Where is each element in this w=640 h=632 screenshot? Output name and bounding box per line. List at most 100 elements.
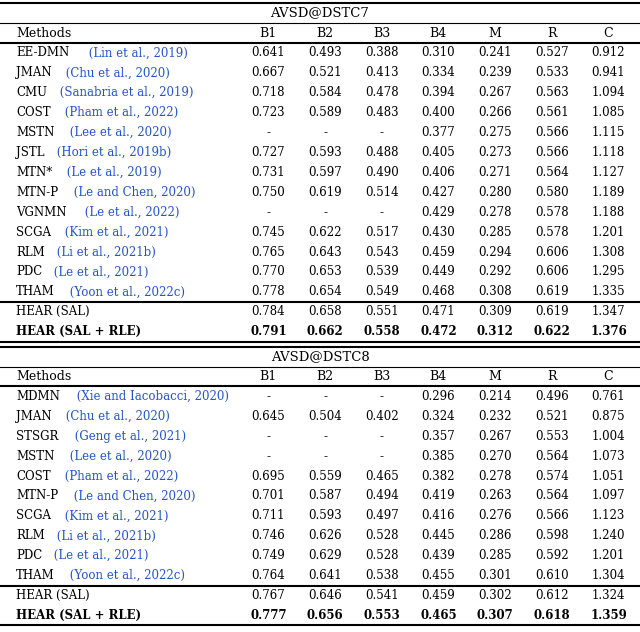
Text: 0.587: 0.587	[308, 489, 342, 502]
Text: 1.347: 1.347	[591, 305, 625, 319]
Text: 0.723: 0.723	[252, 106, 285, 119]
Text: 0.745: 0.745	[252, 226, 285, 239]
Text: 0.580: 0.580	[535, 186, 568, 199]
Text: 1.118: 1.118	[592, 146, 625, 159]
Text: Methods: Methods	[16, 27, 71, 40]
Text: SCGA: SCGA	[16, 509, 51, 523]
Text: (Yoon et al., 2022c): (Yoon et al., 2022c)	[66, 569, 185, 582]
Text: JMAN: JMAN	[16, 410, 52, 423]
Text: 0.483: 0.483	[365, 106, 399, 119]
Text: 0.662: 0.662	[307, 325, 344, 338]
Text: B2: B2	[316, 27, 333, 40]
Text: C: C	[604, 27, 613, 40]
Text: 0.606: 0.606	[535, 245, 569, 258]
Text: 0.324: 0.324	[422, 410, 455, 423]
Text: 0.539: 0.539	[365, 265, 399, 279]
Text: 0.653: 0.653	[308, 265, 342, 279]
Text: (Kim et al., 2021): (Kim et al., 2021)	[61, 226, 169, 239]
Text: MSTN: MSTN	[16, 449, 54, 463]
Text: -: -	[266, 126, 270, 139]
Text: B1: B1	[260, 27, 277, 40]
Text: (Le et al., 2021): (Le et al., 2021)	[50, 265, 148, 279]
Text: 1.115: 1.115	[592, 126, 625, 139]
Text: (Sanabria et al., 2019): (Sanabria et al., 2019)	[56, 86, 193, 99]
Text: 0.465: 0.465	[420, 609, 457, 622]
Text: 0.267: 0.267	[478, 430, 512, 443]
Text: 0.488: 0.488	[365, 146, 399, 159]
Text: C: C	[604, 370, 613, 383]
Text: (Pham et al., 2022): (Pham et al., 2022)	[61, 470, 178, 483]
Text: 1.085: 1.085	[592, 106, 625, 119]
Text: 1.201: 1.201	[592, 549, 625, 562]
Text: -: -	[323, 205, 327, 219]
Text: 0.718: 0.718	[252, 86, 285, 99]
Text: (Pham et al., 2022): (Pham et al., 2022)	[61, 106, 178, 119]
Text: 0.541: 0.541	[365, 589, 399, 602]
Text: (Lin et al., 2019): (Lin et al., 2019)	[84, 46, 188, 59]
Text: -: -	[266, 205, 270, 219]
Text: 0.561: 0.561	[535, 106, 568, 119]
Text: 0.309: 0.309	[478, 305, 512, 319]
Text: 0.310: 0.310	[422, 46, 455, 59]
Text: 1.127: 1.127	[592, 166, 625, 179]
Text: -: -	[266, 430, 270, 443]
Text: -: -	[380, 449, 384, 463]
Text: MTN-P: MTN-P	[16, 186, 58, 199]
Text: 1.324: 1.324	[592, 589, 625, 602]
Text: -: -	[380, 126, 384, 139]
Text: 1.295: 1.295	[592, 265, 625, 279]
Text: -: -	[323, 126, 327, 139]
Text: 1.073: 1.073	[591, 449, 625, 463]
Text: 0.764: 0.764	[252, 569, 285, 582]
Text: 0.388: 0.388	[365, 46, 399, 59]
Text: M: M	[489, 370, 502, 383]
Text: MDMN: MDMN	[16, 390, 60, 403]
Text: (Yoon et al., 2022c): (Yoon et al., 2022c)	[66, 285, 185, 298]
Text: 0.494: 0.494	[365, 489, 399, 502]
Text: 0.619: 0.619	[308, 186, 342, 199]
Text: HEAR (SAL): HEAR (SAL)	[16, 305, 90, 319]
Text: (Geng et al., 2021): (Geng et al., 2021)	[70, 430, 186, 443]
Text: 0.551: 0.551	[365, 305, 399, 319]
Text: 0.465: 0.465	[365, 470, 399, 483]
Text: 1.359: 1.359	[590, 609, 627, 622]
Text: 0.578: 0.578	[535, 205, 568, 219]
Text: 0.455: 0.455	[422, 569, 455, 582]
Text: (Le et al., 2022): (Le et al., 2022)	[81, 205, 180, 219]
Text: 0.597: 0.597	[308, 166, 342, 179]
Text: 1.201: 1.201	[592, 226, 625, 239]
Text: 0.566: 0.566	[535, 146, 569, 159]
Text: 0.533: 0.533	[535, 66, 569, 80]
Text: 0.493: 0.493	[308, 46, 342, 59]
Text: RLM: RLM	[16, 245, 45, 258]
Text: 0.566: 0.566	[535, 126, 569, 139]
Text: 0.767: 0.767	[252, 589, 285, 602]
Text: Methods: Methods	[16, 370, 71, 383]
Text: 0.574: 0.574	[535, 470, 569, 483]
Text: 0.496: 0.496	[535, 390, 569, 403]
Text: 0.912: 0.912	[592, 46, 625, 59]
Text: 0.405: 0.405	[422, 146, 455, 159]
Text: 0.472: 0.472	[420, 325, 457, 338]
Text: 1.189: 1.189	[592, 186, 625, 199]
Text: (Hori et al., 2019b): (Hori et al., 2019b)	[52, 146, 171, 159]
Text: 0.439: 0.439	[422, 549, 455, 562]
Text: 0.301: 0.301	[478, 569, 512, 582]
Text: 0.430: 0.430	[422, 226, 455, 239]
Text: (Chu et al., 2020): (Chu et al., 2020)	[62, 410, 170, 423]
Text: (Li et al., 2021b): (Li et al., 2021b)	[53, 529, 156, 542]
Text: 0.619: 0.619	[535, 305, 568, 319]
Text: 0.429: 0.429	[422, 205, 455, 219]
Text: 0.402: 0.402	[365, 410, 399, 423]
Text: 0.558: 0.558	[364, 325, 400, 338]
Text: 0.527: 0.527	[535, 46, 568, 59]
Text: 0.622: 0.622	[308, 226, 342, 239]
Text: SCGA: SCGA	[16, 226, 51, 239]
Text: -: -	[380, 430, 384, 443]
Text: 0.497: 0.497	[365, 509, 399, 523]
Text: 1.097: 1.097	[591, 489, 625, 502]
Text: 0.593: 0.593	[308, 146, 342, 159]
Text: 0.641: 0.641	[252, 46, 285, 59]
Text: 0.559: 0.559	[308, 470, 342, 483]
Text: 0.564: 0.564	[535, 449, 569, 463]
